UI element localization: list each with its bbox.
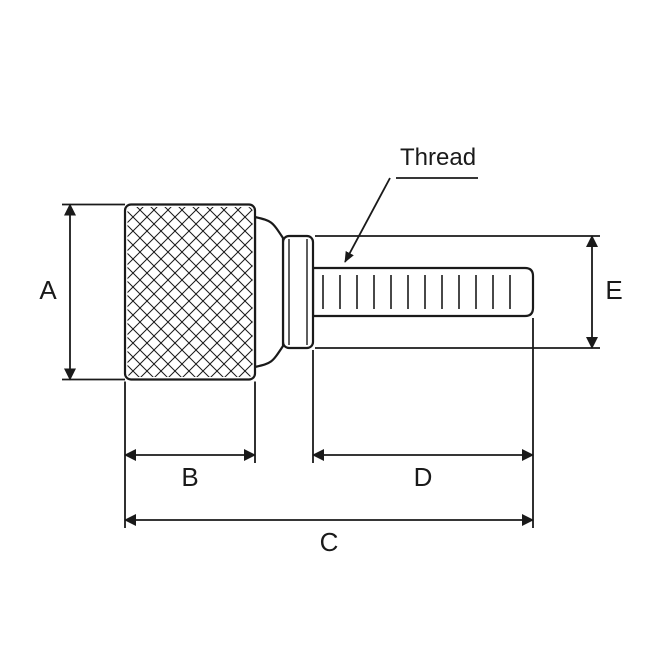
dim-label-b: B xyxy=(181,462,198,492)
thumb-screw-diagram xyxy=(125,205,533,380)
callout-thread: Thread xyxy=(400,144,476,171)
head-knurl xyxy=(125,205,255,380)
shaft-outline xyxy=(313,268,533,316)
collar xyxy=(283,236,313,348)
dim-label-a: A xyxy=(39,275,57,305)
dim-label-d: D xyxy=(414,462,433,492)
dim-label-c: C xyxy=(320,527,339,557)
shoulder xyxy=(255,217,283,367)
dim-label-e: E xyxy=(605,275,622,305)
